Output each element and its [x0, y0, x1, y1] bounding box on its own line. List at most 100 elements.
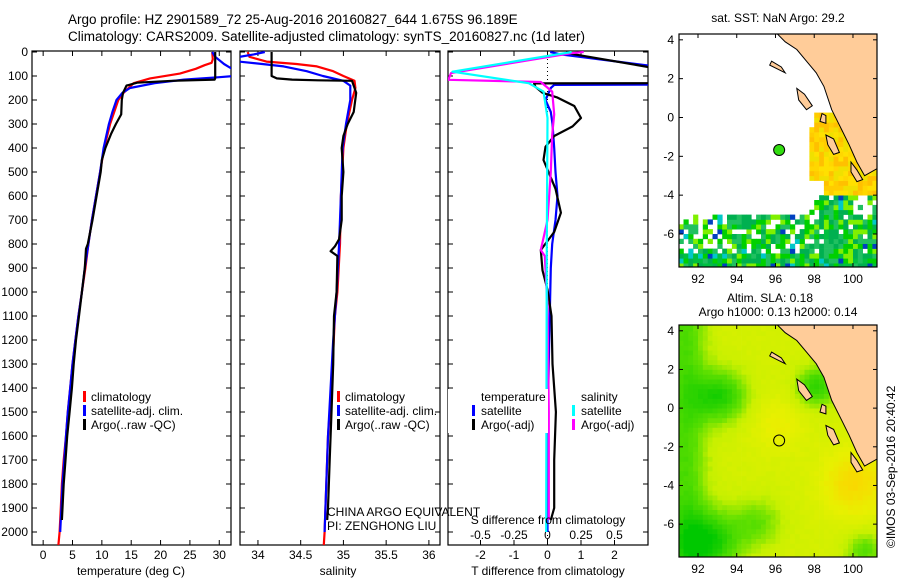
map-cell [741, 413, 747, 419]
map-cell [819, 141, 825, 147]
legend-label: climatology [345, 390, 405, 404]
map-cell [683, 432, 689, 438]
map-cell [804, 451, 810, 457]
map-cell [731, 490, 738, 496]
map-cell [761, 509, 767, 515]
map-cell [867, 170, 873, 177]
map-cell [785, 350, 791, 356]
map-cell [790, 403, 796, 409]
map-cell [722, 413, 728, 419]
map-cell [814, 258, 820, 264]
map-cell [790, 509, 796, 515]
map-cell [828, 538, 834, 544]
map-cell [838, 209, 844, 215]
map-cell [693, 417, 699, 423]
map-cell [809, 369, 815, 375]
map-cell [751, 263, 757, 267]
map-cell [698, 475, 704, 481]
map-cell [761, 243, 767, 249]
figure-subtitle: Climatology: CARS2009. Satellite-adjuste… [68, 29, 585, 44]
map-cell [756, 224, 762, 230]
map-cell [828, 224, 834, 230]
temperature-legend: climatology satellite-adj. clim. Argo(..… [83, 390, 183, 432]
map-cell [679, 413, 684, 419]
map-cell [765, 330, 771, 336]
map-cell [775, 214, 781, 220]
map-cell [794, 253, 801, 259]
map-cell [828, 132, 834, 138]
map-cell [838, 161, 844, 167]
map-cell [819, 384, 825, 390]
map-cell [717, 533, 723, 539]
map-cell [790, 258, 796, 264]
map-cell [794, 553, 801, 557]
map-cell [862, 533, 868, 539]
map-cell [809, 224, 815, 230]
map-cell [693, 480, 699, 486]
map-cell [843, 209, 849, 215]
map-cell [761, 345, 767, 351]
map-cell [867, 224, 873, 230]
map-cell [877, 137, 882, 142]
map-cell [679, 422, 684, 428]
map-cell [698, 480, 704, 486]
map-cell [722, 398, 728, 404]
map-cell [761, 369, 767, 375]
map-cell [770, 403, 776, 409]
map-cell [698, 403, 704, 409]
map-cell [814, 132, 820, 138]
map-cell [833, 422, 839, 428]
map-cell [809, 234, 815, 240]
map-cell [688, 263, 694, 267]
map-cell [751, 335, 757, 341]
map-cell [862, 466, 868, 472]
map-cell [727, 258, 733, 264]
map-cell [765, 543, 771, 549]
map-cell [819, 471, 825, 477]
map-cell [799, 509, 805, 515]
map-cell [838, 533, 844, 539]
island-land [850, 160, 864, 183]
map-cell [712, 442, 718, 448]
depth-tick-label: 300 [8, 117, 28, 131]
map-cell [756, 355, 762, 361]
map-cell [780, 364, 786, 370]
legend-label: satellite-adj. clim. [345, 404, 437, 418]
map-cell [761, 359, 767, 365]
map-cell [741, 384, 747, 390]
map-cell [751, 538, 757, 544]
map-cell [727, 393, 733, 399]
map-cell [693, 374, 699, 380]
map-cell [867, 175, 873, 181]
map-cell [751, 238, 757, 244]
map-cell [794, 432, 801, 438]
map-cell [828, 204, 834, 211]
map-cell [693, 533, 699, 539]
map-cell [862, 500, 868, 506]
map-cell [775, 364, 781, 370]
map-cell [746, 413, 752, 419]
map-cell [683, 533, 689, 539]
map-cell [712, 234, 718, 240]
map-cell [770, 456, 776, 462]
map-cell [828, 229, 834, 235]
map-cell [828, 504, 834, 510]
map-cell [761, 326, 767, 332]
s-tick-label: 0.25 [569, 528, 593, 542]
map-cell [790, 427, 796, 433]
map-cell [707, 461, 713, 467]
map-cell [707, 432, 713, 438]
map-cell [731, 451, 738, 457]
map-cell [702, 553, 708, 557]
map-cell [877, 331, 882, 336]
map-cell [819, 495, 825, 501]
x-tick-label: 2 [611, 548, 618, 562]
map-cell [814, 524, 820, 530]
map-cell [857, 461, 863, 467]
map-cell [877, 205, 882, 210]
map-cell [702, 413, 708, 419]
map-cell [780, 258, 786, 264]
map-cell [688, 461, 694, 467]
map-cell [780, 514, 786, 520]
map-cell [717, 480, 723, 486]
